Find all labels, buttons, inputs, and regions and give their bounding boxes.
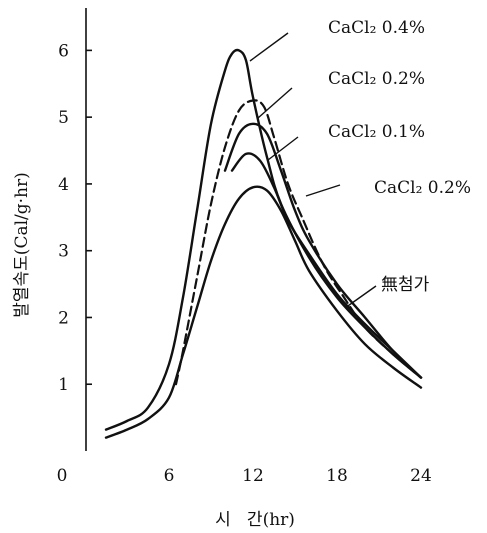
x-tick-label: 6 bbox=[164, 466, 175, 486]
annotation-labels: CaCl₂ 0.4% CaCl₂ 0.2% CaCl₂ 0.1% CaCl₂ 0.2%… bbox=[328, 18, 471, 295]
y-tick-label: 4 bbox=[58, 175, 69, 195]
annotation-label: CaCl₂ 0.1% bbox=[328, 122, 425, 142]
x-tick-label: 18 bbox=[326, 466, 348, 486]
y-tick-label: 3 bbox=[58, 242, 69, 262]
annotation-leader bbox=[344, 285, 377, 309]
annotation-leader bbox=[305, 184, 341, 197]
series-line-5 bbox=[104, 185, 423, 439]
x-tick-label: 12 bbox=[242, 466, 264, 486]
annotation-label: CaCl₂ 0.2% bbox=[328, 69, 425, 89]
series-group bbox=[104, 48, 423, 439]
y-tick-label: 1 bbox=[58, 375, 69, 395]
y-tick-label: 2 bbox=[58, 308, 69, 328]
y-tick-label: 6 bbox=[58, 41, 69, 61]
annotation-label: CaCl₂ 0.2% bbox=[374, 178, 471, 198]
series-line-1 bbox=[104, 48, 423, 431]
y-tick-label: 5 bbox=[58, 108, 69, 128]
annotation-leader bbox=[249, 32, 289, 62]
x-tick-label: 24 bbox=[410, 466, 432, 486]
x-tick-label: 0 bbox=[57, 466, 68, 486]
annotation-label: 無첨가 bbox=[381, 275, 430, 295]
annotation-leaders bbox=[249, 32, 377, 309]
x-axis-label: 시 간(hr) bbox=[215, 510, 295, 530]
series-line-4 bbox=[230, 152, 423, 379]
annotation-leader bbox=[267, 136, 299, 161]
annotation-leader bbox=[257, 87, 293, 119]
y-axis-label: 발열속도(Cal/g·hr) bbox=[12, 172, 32, 318]
annotation-label: CaCl₂ 0.4% bbox=[328, 18, 425, 38]
series-line-3 bbox=[223, 122, 423, 379]
